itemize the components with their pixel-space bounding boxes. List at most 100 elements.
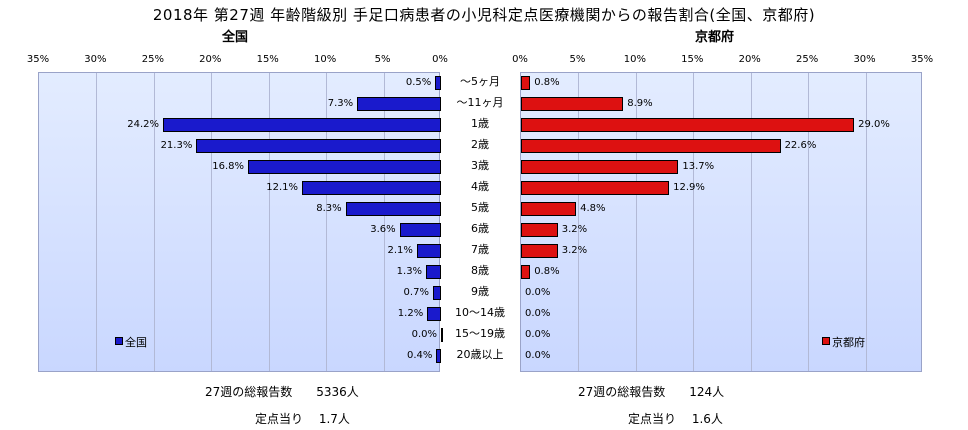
category-label: 20歳以上 bbox=[456, 348, 504, 361]
national-bar bbox=[426, 265, 441, 279]
gridline bbox=[750, 73, 752, 371]
kyoto-tick-label: 15% bbox=[681, 54, 704, 65]
national-bar bbox=[345, 202, 441, 216]
national-legend-swatch bbox=[115, 337, 123, 345]
category-label: 10～14歳 bbox=[455, 306, 505, 319]
national-plot-area: 0.5% 7.3% 24.2% 21.3% 16.8% 12.1% 8.3% 3.6% 2.1%… bbox=[38, 72, 443, 372]
national-value-label: 21.3% bbox=[160, 140, 193, 151]
category-label: 2歳 bbox=[471, 138, 489, 151]
national-value-label: 3.6% bbox=[370, 224, 396, 235]
kyoto-value-label: 4.8% bbox=[580, 203, 606, 214]
national-bar bbox=[248, 160, 441, 174]
kyoto-value-label: 0.0% bbox=[525, 308, 551, 319]
national-bar bbox=[432, 286, 441, 300]
kyoto-legend: 京都府 bbox=[822, 336, 865, 350]
national-value-label: 0.4% bbox=[406, 350, 433, 361]
kyoto-bar bbox=[521, 223, 558, 237]
category-label: 9歳 bbox=[471, 285, 489, 298]
kyoto-value-label: 0.0% bbox=[525, 287, 551, 298]
national-value-label: 0.0% bbox=[411, 329, 437, 340]
gridline bbox=[635, 73, 637, 371]
national-panel-title: 全国 bbox=[222, 30, 249, 45]
gridline bbox=[383, 73, 385, 371]
chart-title: 2018年 第27週 年齢階級別 手足口病患者の小児科定点医療機関からの報告割合… bbox=[152, 6, 816, 24]
category-label: 4歳 bbox=[471, 180, 489, 193]
national-bar bbox=[302, 181, 441, 195]
national-bar bbox=[399, 223, 441, 237]
national-tick-label: 5% bbox=[374, 54, 391, 65]
national-bar bbox=[416, 244, 441, 258]
kyoto-value-label: 0.0% bbox=[525, 350, 551, 361]
kyoto-tick-label: 35% bbox=[910, 54, 934, 65]
kyoto-tick-label: 0% bbox=[512, 54, 528, 65]
kyoto-bar bbox=[521, 244, 558, 258]
national-value-label: 7.3% bbox=[327, 98, 354, 109]
national-value-label: 24.2% bbox=[127, 119, 160, 130]
gridline bbox=[96, 73, 98, 371]
kyoto-tick-label: 20% bbox=[738, 54, 761, 65]
national-tick-label: 30% bbox=[84, 54, 107, 65]
kyoto-bar bbox=[521, 202, 577, 216]
national-value-label: 1.3% bbox=[396, 266, 423, 277]
kyoto-value-label: 8.9% bbox=[627, 98, 653, 109]
national-value-label: 12.1% bbox=[266, 182, 299, 193]
national-tick-label: 15% bbox=[256, 54, 279, 65]
kyoto-tick-label: 5% bbox=[569, 54, 586, 65]
national-value-label: 1.2% bbox=[397, 308, 424, 319]
category-label: 15～19歳 bbox=[455, 327, 505, 340]
gridline bbox=[865, 73, 867, 371]
national-tick-label: 10% bbox=[314, 54, 337, 65]
kyoto-bar bbox=[521, 160, 679, 174]
category-label: 7歳 bbox=[471, 243, 489, 256]
gridline bbox=[808, 73, 810, 371]
kyoto-bar bbox=[521, 97, 624, 111]
kyoto-value-label: 0.8% bbox=[534, 266, 560, 277]
kyoto-total-reports: 27週の総報告数 124人 bbox=[578, 385, 725, 399]
category-label: 1歳 bbox=[471, 117, 489, 130]
kyoto-value-label: 29.0% bbox=[858, 119, 890, 130]
kyoto-panel-title: 京都府 bbox=[695, 30, 735, 45]
national-bar bbox=[357, 97, 441, 111]
category-label: ～11ヶ月 bbox=[456, 96, 504, 109]
national-legend-label: 全国 bbox=[125, 336, 147, 349]
kyoto-plot-area: 0.8% 8.9% 29.0% 22.6% 13.7% 12.9% 4.8% 3.2% 3.2%… bbox=[520, 72, 922, 372]
national-tick-label: 25% bbox=[141, 54, 164, 65]
category-label: 8歳 bbox=[471, 264, 489, 277]
gridline bbox=[693, 73, 695, 371]
national-bar bbox=[435, 76, 441, 90]
national-total-reports: 27週の総報告数 5336人 bbox=[205, 385, 359, 399]
kyoto-tick-label: 25% bbox=[796, 54, 819, 65]
kyoto-legend-label: 京都府 bbox=[832, 336, 865, 349]
national-value-label: 0.5% bbox=[405, 77, 432, 88]
national-value-label: 0.7% bbox=[403, 287, 429, 298]
kyoto-value-label: 3.2% bbox=[561, 245, 588, 256]
gridline bbox=[268, 73, 270, 371]
kyoto-bar bbox=[521, 265, 531, 279]
gridline bbox=[578, 73, 580, 371]
national-tick-label: 20% bbox=[199, 54, 222, 65]
kyoto-bar bbox=[521, 139, 781, 153]
kyoto-value-label: 12.9% bbox=[673, 182, 705, 193]
category-label: 5歳 bbox=[471, 201, 489, 214]
kyoto-tick-label: 30% bbox=[853, 54, 876, 65]
kyoto-bar bbox=[521, 76, 531, 90]
kyoto-value-label: 3.2% bbox=[561, 224, 588, 235]
national-bar bbox=[196, 139, 441, 153]
national-bar bbox=[441, 328, 443, 342]
kyoto-tick-label: 10% bbox=[623, 54, 646, 65]
category-label: 3歳 bbox=[471, 159, 489, 172]
national-legend: 全国 bbox=[115, 336, 147, 350]
kyoto-value-label: 0.8% bbox=[534, 77, 560, 88]
kyoto-value-label: 13.7% bbox=[682, 161, 715, 172]
kyoto-value-label: 22.6% bbox=[784, 140, 817, 151]
kyoto-per-site: 定点当り 1.6人 bbox=[628, 412, 723, 426]
national-bar bbox=[427, 307, 441, 321]
national-per-site: 定点当り 1.7人 bbox=[255, 412, 350, 426]
national-tick-label: 35% bbox=[26, 54, 50, 65]
category-label: ～5ヶ月 bbox=[460, 75, 500, 88]
national-bar bbox=[163, 118, 441, 132]
gridline bbox=[326, 73, 328, 371]
kyoto-legend-swatch bbox=[822, 337, 830, 345]
category-label: 6歳 bbox=[471, 222, 489, 235]
national-value-label: 16.8% bbox=[212, 161, 245, 172]
